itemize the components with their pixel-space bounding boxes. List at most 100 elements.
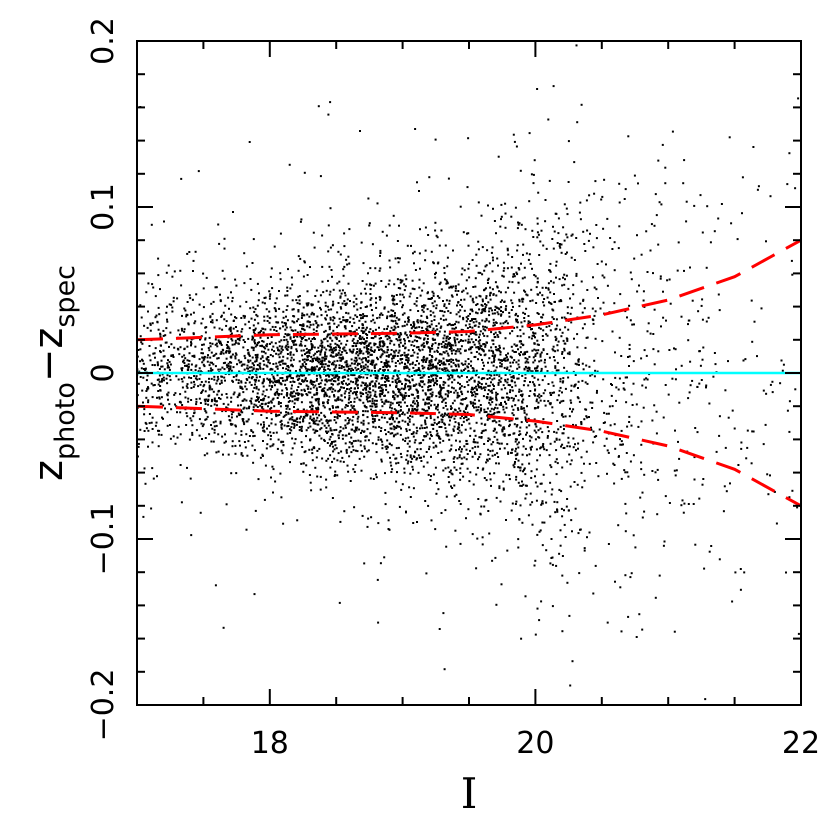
scatter-point [308,315,311,318]
scatter-point [469,320,472,322]
scatter-point [431,347,434,350]
scatter-point [297,310,300,313]
scatter-point [381,377,384,379]
scatter-point [257,299,260,302]
scatter-point [360,421,363,424]
scatter-point [203,357,206,360]
scatter-point [270,380,273,383]
scatter-point [312,369,314,372]
scatter-point [362,324,364,327]
scatter-point [425,435,428,438]
scatter-point [391,294,394,297]
scatter-point [403,283,406,286]
scatter-point [375,473,377,476]
scatter-point [319,382,322,385]
scatter-point [361,381,364,384]
scatter-point [364,320,367,323]
scatter-point [407,316,410,319]
scatter-point [151,322,154,325]
scatter-point [556,510,559,513]
scatter-point [192,259,195,262]
scatter-point [277,394,280,397]
scatter-point [465,320,468,323]
scatter-point [546,370,549,373]
scatter-point [359,440,362,443]
scatter-point [434,229,437,232]
scatter-point [325,394,328,397]
scatter-point [285,407,288,410]
scatter-point [321,363,324,366]
scatter-point [452,285,455,288]
scatter-point [426,334,429,337]
scatter-point [343,368,346,371]
scatter-point [508,423,511,426]
scatter-point [529,446,532,449]
scatter-point [279,411,282,414]
scatter-point [517,459,520,462]
scatter-point [628,304,631,307]
scatter-point [612,462,615,465]
scatter-point [521,480,523,483]
scatter-point [340,342,343,345]
scatter-point [541,286,544,289]
scatter-point [624,574,627,577]
scatter-point [701,318,704,321]
scatter-point [429,362,432,365]
scatter-point [265,447,268,450]
scatter-point [256,395,258,398]
scatter-point [458,376,461,379]
scatter-point [247,361,250,364]
scatter-point [367,390,370,393]
scatter-point [447,415,450,418]
scatter-point [324,329,327,332]
scatter-point [397,388,399,391]
scatter-point [454,389,457,392]
scatter-point [439,389,442,392]
scatter-point [397,390,400,393]
scatter-point [393,398,396,401]
scatter-point [536,395,539,398]
scatter-point [491,449,494,452]
scatter-point [188,251,191,253]
scatter-point [207,354,209,357]
scatter-point [363,562,366,565]
scatter-point [243,316,246,319]
scatter-point [569,399,572,402]
scatter-point [234,339,237,342]
scatter-point [142,362,145,365]
scatter-point [436,295,439,298]
scatter-point [500,240,503,243]
scatter-point [497,410,500,413]
scatter-point [538,254,541,256]
scatter-point [245,407,248,410]
scatter-point [407,460,410,463]
scatter-point [559,328,562,331]
scatter-point [139,376,142,378]
scatter-point [386,315,389,318]
scatter-point [375,443,378,446]
scatter-point [341,302,344,305]
scatter-point [677,440,679,443]
scatter-point [237,379,240,382]
scatter-point [680,504,683,507]
scatter-point [473,438,475,441]
scatter-point [680,364,683,367]
scatter-point [556,361,559,364]
scatter-point [478,342,481,345]
scatter-point [172,354,174,357]
scatter-point [435,482,438,485]
scatter-point [646,271,649,273]
scatter-point [561,284,564,287]
scatter-point [205,398,208,401]
scatter-point [519,354,521,357]
scatter-point [320,418,323,421]
scatter-point [555,449,558,452]
scatter-point [404,331,407,334]
scatter-point [236,363,238,366]
scatter-point [438,342,440,345]
scatter-point [416,401,419,404]
scatter-point [375,405,378,408]
scatter-point [350,451,353,454]
scatter-point [170,355,173,357]
scatter-point [241,328,244,331]
